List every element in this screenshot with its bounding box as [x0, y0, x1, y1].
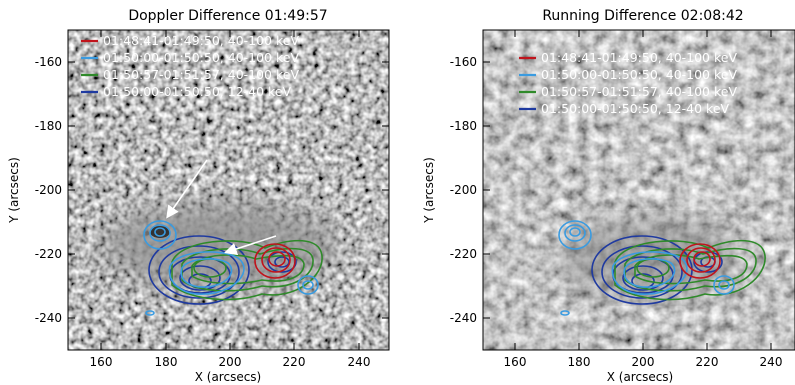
- right-legend-green: 01:50:57-01:51:57, 40-100 keV: [541, 84, 737, 99]
- left-ytick: -220: [35, 247, 62, 261]
- left-xtick: 160: [90, 355, 113, 369]
- left-xlabel: X (arcsecs): [195, 370, 262, 384]
- right-xtick: 200: [632, 355, 655, 369]
- left-xtick: 200: [219, 355, 242, 369]
- right-xtick: 240: [760, 355, 783, 369]
- right-panel-title: Running Difference 02:08:42: [542, 8, 743, 24]
- right-panel: Running Difference 02:08:42: [422, 8, 795, 384]
- left-ytick: -200: [35, 183, 62, 197]
- left-contours: [143, 220, 323, 316]
- left-ytick: -240: [35, 311, 62, 325]
- left-xtick-labels: 160 180 200 220 240: [90, 355, 371, 369]
- right-ylabel: Y (arcsecs): [422, 157, 436, 224]
- right-legend: 01:48:41-01:49:50, 40-100 keV 01:50:00-0…: [519, 50, 737, 116]
- right-ytick: -240: [450, 311, 477, 325]
- right-xlabel: X (arcsecs): [607, 370, 674, 384]
- left-panel: Doppler Difference 01:49:57: [7, 8, 390, 384]
- left-legend-darkblue: 01:50:00-01:50:50, 12-40 keV: [103, 84, 292, 99]
- right-legend-lightblue: 01:50:00-01:50:50, 40-100 keV: [541, 67, 737, 82]
- left-ytick: -180: [35, 119, 62, 133]
- right-ticks: [483, 30, 772, 350]
- left-xtick: 240: [348, 355, 371, 369]
- right-ytick: -180: [450, 119, 477, 133]
- left-legend-green: 01:50:57-01:51:57, 40-100 keV: [103, 67, 299, 82]
- left-legend-red: 01:48:41-01:49:50, 40-100 keV: [103, 33, 299, 48]
- right-contours: [558, 220, 766, 316]
- right-image: 01:48:41-01:49:50, 40-100 keV 01:50:00-0…: [483, 30, 795, 350]
- left-legend: 01:48:41-01:49:50, 40-100 keV 01:50:00-0…: [81, 33, 299, 99]
- right-xtick-labels: 160 180 200 220 240: [504, 355, 783, 369]
- left-arrows: [166, 159, 277, 256]
- left-xtick: 220: [283, 355, 306, 369]
- right-xtick: 180: [568, 355, 591, 369]
- left-ylabel: Y (arcsecs): [7, 157, 21, 224]
- right-ytick-labels: -160 -180 -200 -220 -240: [450, 55, 477, 325]
- left-legend-lightblue: 01:50:00-01:50:50, 40-100 keV: [103, 50, 299, 65]
- right-legend-darkblue: 01:50:00-01:50:50, 12-40 keV: [541, 101, 730, 116]
- left-ticks: [68, 30, 389, 350]
- right-ytick: -220: [450, 247, 477, 261]
- left-xtick: 180: [155, 355, 178, 369]
- right-ytick: -200: [450, 183, 477, 197]
- left-ytick-labels: -160 -180 -200 -220 -240: [35, 55, 62, 325]
- left-image: 01:48:41-01:49:50, 40-100 keV 01:50:00-0…: [68, 30, 389, 350]
- right-ytick: -160: [450, 55, 477, 69]
- right-xtick: 220: [696, 355, 719, 369]
- left-panel-title: Doppler Difference 01:49:57: [128, 8, 327, 24]
- right-xtick: 160: [504, 355, 527, 369]
- right-legend-red: 01:48:41-01:49:50, 40-100 keV: [541, 50, 737, 65]
- left-ytick: -160: [35, 55, 62, 69]
